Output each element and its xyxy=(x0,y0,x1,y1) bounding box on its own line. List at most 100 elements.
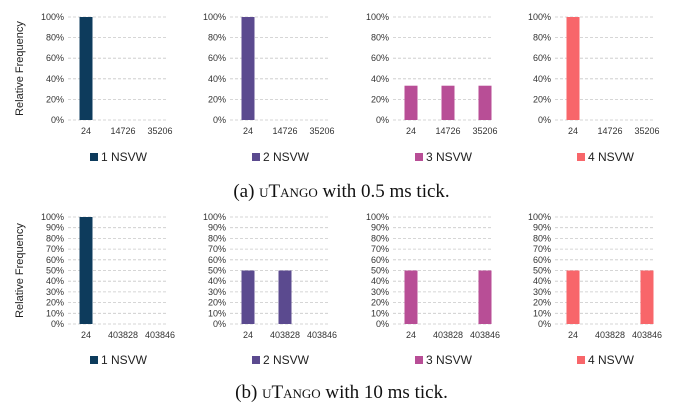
legend-swatch-b1 xyxy=(90,356,98,364)
xtick-label-b2-2: 403846 xyxy=(307,330,337,340)
ytick-label-b3-3: 30% xyxy=(371,287,389,297)
xtick-label-a2-1: 14726 xyxy=(272,126,297,136)
ytick-label-b2-6: 60% xyxy=(208,255,226,265)
ytick-label-b3-2: 20% xyxy=(371,298,389,308)
ytick-label-a4-1: 20% xyxy=(533,94,551,104)
bar-a4-0 xyxy=(566,17,580,120)
ytick-label-a1-4: 80% xyxy=(46,33,64,43)
caption-b-prefix: (b) xyxy=(235,382,263,403)
ytick-label-b1-5: 50% xyxy=(46,266,64,276)
ytick-label-a3-5: 100% xyxy=(366,12,389,22)
legend-label-b4: 4 NSVW xyxy=(588,353,635,367)
xtick-label-b1-2: 403846 xyxy=(145,330,175,340)
ytick-label-b3-7: 70% xyxy=(371,244,389,254)
ytick-label-b4-8: 80% xyxy=(533,233,551,243)
ylabel-a1: Relative Frequency xyxy=(14,21,26,116)
xtick-label-b4-2: 403846 xyxy=(632,330,662,340)
ytick-label-b1-10: 100% xyxy=(41,212,64,222)
ytick-label-a3-1: 20% xyxy=(371,94,389,104)
ytick-label-b3-4: 40% xyxy=(371,276,389,286)
caption-a-suffix: with 0.5 ms tick. xyxy=(317,181,450,202)
ytick-label-b4-7: 70% xyxy=(533,244,551,254)
xtick-label-a1-1: 14726 xyxy=(110,126,135,136)
ytick-label-b4-4: 40% xyxy=(533,276,551,286)
ytick-label-a1-2: 40% xyxy=(46,74,64,84)
legend-swatch-b2 xyxy=(252,356,260,364)
legend-swatch-a2 xyxy=(252,153,260,161)
xtick-label-a4-1: 14726 xyxy=(597,126,622,136)
ytick-label-b4-2: 20% xyxy=(533,298,551,308)
legend-swatch-b3 xyxy=(415,356,423,364)
ytick-label-a4-0: 0% xyxy=(538,115,551,125)
ytick-label-b4-5: 50% xyxy=(533,266,551,276)
xtick-label-a1-2: 35206 xyxy=(147,126,172,136)
ytick-label-b3-8: 80% xyxy=(371,233,389,243)
ytick-label-a3-0: 0% xyxy=(376,115,389,125)
bar-b2-1 xyxy=(278,270,292,324)
ytick-label-b1-8: 80% xyxy=(46,233,64,243)
ytick-label-a4-4: 80% xyxy=(533,33,551,43)
ytick-label-b4-3: 30% xyxy=(533,287,551,297)
ytick-label-b2-7: 70% xyxy=(208,244,226,254)
bar-a1-0 xyxy=(79,17,93,120)
caption-b-suffix: with 10 ms tick. xyxy=(320,382,448,403)
legend-label-a3: 3 NSVW xyxy=(426,150,473,164)
ytick-label-a1-1: 20% xyxy=(46,94,64,104)
ytick-label-b3-9: 90% xyxy=(371,223,389,233)
ytick-label-b1-0: 0% xyxy=(51,319,64,329)
xtick-label-a4-2: 35206 xyxy=(634,126,659,136)
ylabel-b1: Relative Frequency xyxy=(14,223,26,318)
bar-a3-2 xyxy=(478,85,492,120)
ytick-label-a1-5: 100% xyxy=(41,12,64,22)
caption-a: (a) uTango with 0.5 ms tick. xyxy=(0,181,683,203)
ytick-label-a4-5: 100% xyxy=(528,12,551,22)
legend-label-a2: 2 NSVW xyxy=(263,150,310,164)
ytick-label-a2-5: 100% xyxy=(203,12,226,22)
ytick-label-a3-3: 60% xyxy=(371,53,389,63)
ytick-label-b3-5: 50% xyxy=(371,266,389,276)
ytick-label-b2-5: 50% xyxy=(208,266,226,276)
xtick-label-b2-1: 403828 xyxy=(270,330,300,340)
xtick-label-a2-0: 24 xyxy=(243,126,253,136)
ytick-label-b3-0: 0% xyxy=(376,319,389,329)
ytick-label-b1-3: 30% xyxy=(46,287,64,297)
legend-label-a4: 4 NSVW xyxy=(588,150,635,164)
caption-b: (b) uTango with 10 ms tick. xyxy=(0,382,683,404)
bar-a2-0 xyxy=(241,17,255,120)
legend-swatch-a3 xyxy=(415,153,423,161)
ytick-label-b1-9: 90% xyxy=(46,223,64,233)
legend-swatch-a4 xyxy=(577,153,585,161)
ytick-label-a4-2: 40% xyxy=(533,74,551,84)
ytick-label-b2-10: 100% xyxy=(203,212,226,222)
legend-label-b2: 2 NSVW xyxy=(263,353,310,367)
xtick-label-b2-0: 24 xyxy=(243,330,253,340)
caption-a-prefix: (a) xyxy=(233,181,260,202)
bar-b4-2 xyxy=(640,270,654,324)
ytick-label-b3-10: 100% xyxy=(366,212,389,222)
ytick-label-a2-2: 40% xyxy=(208,74,226,84)
bar-b3-2 xyxy=(478,270,492,324)
ytick-label-b2-1: 10% xyxy=(208,308,226,318)
ytick-label-b3-6: 60% xyxy=(371,255,389,265)
legend-label-a1: 1 NSVW xyxy=(101,150,148,164)
legend-swatch-b4 xyxy=(577,356,585,364)
ytick-label-b2-0: 0% xyxy=(213,319,226,329)
xtick-label-a3-0: 24 xyxy=(406,126,416,136)
bar-a3-1 xyxy=(441,85,455,120)
ytick-label-a4-3: 60% xyxy=(533,53,551,63)
bar-b1-0 xyxy=(79,217,93,324)
ytick-label-b2-9: 90% xyxy=(208,223,226,233)
bar-b4-0 xyxy=(566,270,580,324)
ytick-label-b1-7: 70% xyxy=(46,244,64,254)
xtick-label-a4-0: 24 xyxy=(568,126,578,136)
xtick-label-b3-1: 403828 xyxy=(433,330,463,340)
xtick-label-a2-2: 35206 xyxy=(309,126,334,136)
ytick-label-b2-4: 40% xyxy=(208,276,226,286)
ytick-label-b4-6: 60% xyxy=(533,255,551,265)
xtick-label-b1-1: 403828 xyxy=(108,330,138,340)
ytick-label-a2-4: 80% xyxy=(208,33,226,43)
ytick-label-b4-9: 90% xyxy=(533,223,551,233)
ytick-label-b4-0: 0% xyxy=(538,319,551,329)
ytick-label-b2-8: 80% xyxy=(208,233,226,243)
